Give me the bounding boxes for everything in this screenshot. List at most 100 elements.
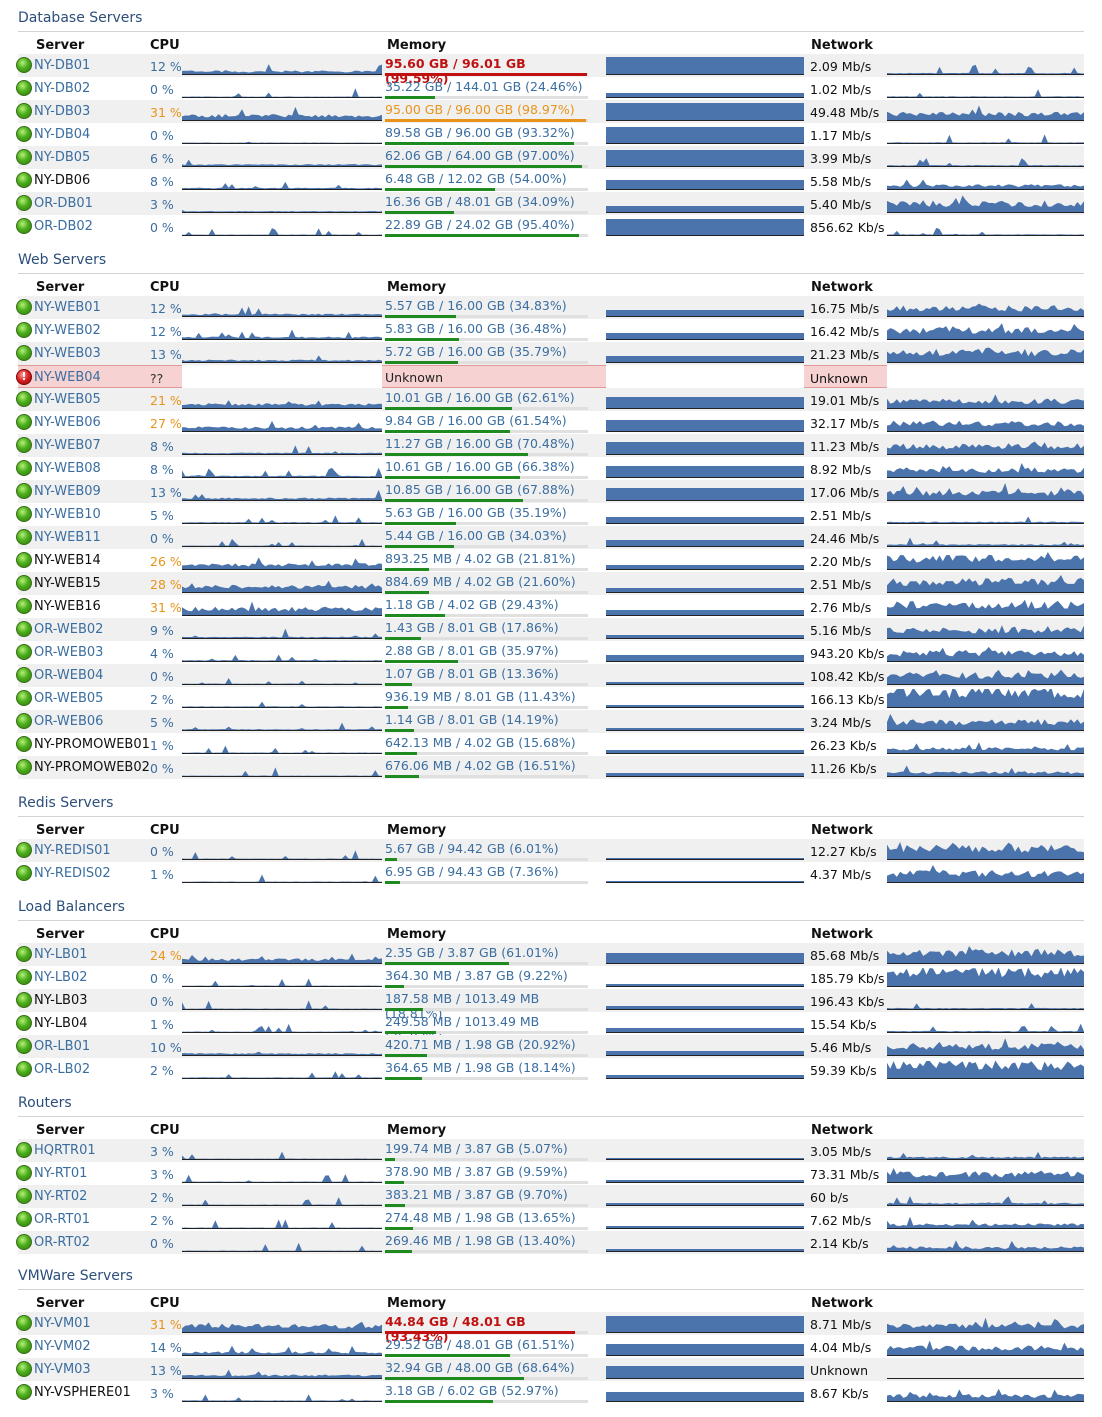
network-graph[interactable]	[887, 597, 1084, 616]
memory-graph[interactable]	[606, 969, 804, 987]
server-name-link[interactable]: NY-DB05	[34, 150, 91, 165]
memory-value-link[interactable]: 199.74 MB / 3.87 GB (5.07%)	[385, 1141, 568, 1156]
memory-graph[interactable]	[606, 506, 804, 524]
server-name-link[interactable]: OR-WEB05	[34, 691, 104, 706]
memory-graph[interactable]	[606, 1234, 804, 1252]
network-graph[interactable]	[887, 864, 1084, 883]
memory-value-link[interactable]: 5.44 GB / 16.00 GB (34.03%)	[385, 528, 567, 543]
memory-graph[interactable]	[606, 483, 804, 501]
server-name-link[interactable]: OR-WEB02	[34, 622, 104, 637]
header-server[interactable]: Server	[36, 927, 85, 942]
memory-value-link[interactable]: 364.30 MB / 3.87 GB (9.22%)	[385, 968, 568, 983]
network-graph[interactable]	[887, 1314, 1084, 1333]
network-graph[interactable]	[887, 551, 1084, 570]
network-graph[interactable]	[887, 148, 1084, 167]
header-memory[interactable]: Memory	[387, 1123, 447, 1138]
memory-value-link[interactable]: 5.72 GB / 16.00 GB (35.79%)	[385, 344, 567, 359]
server-name-link[interactable]: NY-WEB06	[34, 415, 101, 430]
server-name-link[interactable]: NY-VM01	[34, 1316, 91, 1331]
server-name-link[interactable]: NY-WEB08	[34, 461, 101, 476]
server-name-link[interactable]: OR-DB01	[34, 196, 93, 211]
network-graph[interactable]	[887, 482, 1084, 501]
server-name-link[interactable]: NY-WEB03	[34, 346, 101, 361]
memory-graph[interactable]	[606, 345, 804, 363]
memory-graph[interactable]	[606, 126, 804, 144]
memory-graph[interactable]	[606, 621, 804, 639]
memory-graph[interactable]	[606, 218, 804, 236]
server-name-link[interactable]: NY-LB01	[34, 947, 88, 962]
memory-value-link[interactable]: 3.18 GB / 6.02 GB (52.97%)	[385, 1383, 559, 1398]
server-name-link[interactable]: NY-WEB07	[34, 438, 101, 453]
network-graph[interactable]	[887, 344, 1084, 363]
server-name-link[interactable]: OR-LB01	[34, 1039, 91, 1054]
server-name-link[interactable]: OR-LB02	[34, 1062, 91, 1077]
header-network[interactable]: Network	[811, 1123, 873, 1138]
cpu-graph[interactable]	[182, 945, 382, 964]
memory-value-link[interactable]: 16.36 GB / 48.01 GB (34.09%)	[385, 194, 575, 209]
memory-value-link[interactable]: 6.48 GB / 12.02 GB (54.00%)	[385, 171, 567, 186]
server-name-link[interactable]: NY-WEB01	[34, 300, 101, 315]
cpu-graph[interactable]	[182, 597, 382, 616]
cpu-graph[interactable]	[182, 125, 382, 144]
cpu-graph[interactable]	[182, 321, 382, 340]
server-name-link[interactable]: HQRTR01	[34, 1143, 96, 1158]
memory-value-link[interactable]: 383.21 MB / 3.87 GB (9.70%)	[385, 1187, 568, 1202]
cpu-graph[interactable]	[182, 459, 382, 478]
cpu-graph[interactable]	[182, 689, 382, 708]
server-name-link[interactable]: NY-WEB02	[34, 323, 101, 338]
memory-value-link[interactable]: 936.19 MB / 8.01 GB (11.43%)	[385, 689, 576, 704]
memory-value-link[interactable]: 1.43 GB / 8.01 GB (17.86%)	[385, 620, 559, 635]
header-memory[interactable]: Memory	[387, 280, 447, 295]
memory-value-link[interactable]: 1.07 GB / 8.01 GB (13.36%)	[385, 666, 559, 681]
network-graph[interactable]	[887, 945, 1084, 964]
cpu-graph[interactable]	[182, 79, 382, 98]
memory-graph[interactable]	[606, 365, 804, 388]
network-graph[interactable]	[887, 1164, 1084, 1183]
memory-value-link[interactable]: 1.18 GB / 4.02 GB (29.43%)	[385, 597, 559, 612]
memory-value-link[interactable]: 6.95 GB / 94.43 GB (7.36%)	[385, 864, 559, 879]
memory-graph[interactable]	[606, 552, 804, 570]
header-server[interactable]: Server	[36, 823, 85, 838]
memory-value-link[interactable]: 62.06 GB / 64.00 GB (97.00%)	[385, 148, 575, 163]
network-graph[interactable]	[887, 1037, 1084, 1056]
memory-value-link[interactable]: 22.89 GB / 24.02 GB (95.40%)	[385, 217, 575, 232]
network-graph[interactable]	[887, 991, 1084, 1010]
header-memory[interactable]: Memory	[387, 927, 447, 942]
network-graph[interactable]	[887, 102, 1084, 121]
cpu-graph[interactable]	[182, 841, 382, 860]
memory-graph[interactable]	[606, 529, 804, 547]
memory-graph[interactable]	[606, 391, 804, 409]
server-name-link[interactable]: NY-WEB05	[34, 392, 101, 407]
cpu-graph[interactable]	[182, 1187, 382, 1206]
memory-graph[interactable]	[606, 1165, 804, 1183]
network-graph[interactable]	[887, 1014, 1084, 1033]
header-network[interactable]: Network	[811, 823, 873, 838]
memory-graph[interactable]	[606, 322, 804, 340]
memory-graph[interactable]	[606, 736, 804, 754]
memory-graph[interactable]	[606, 172, 804, 190]
memory-graph[interactable]	[606, 759, 804, 777]
header-memory[interactable]: Memory	[387, 38, 447, 53]
memory-graph[interactable]	[606, 1211, 804, 1229]
cpu-graph[interactable]	[182, 1164, 382, 1183]
cpu-graph[interactable]	[182, 217, 382, 236]
memory-value-link[interactable]: 2.35 GB / 3.87 GB (61.01%)	[385, 945, 559, 960]
network-graph[interactable]	[887, 79, 1084, 98]
cpu-graph[interactable]	[182, 712, 382, 731]
cpu-graph[interactable]	[182, 643, 382, 662]
memory-value-link[interactable]: 10.85 GB / 16.00 GB (67.88%)	[385, 482, 575, 497]
server-name-link[interactable]: NY-VM02	[34, 1339, 91, 1354]
server-name-link[interactable]: NY-VM03	[34, 1362, 91, 1377]
cpu-graph[interactable]	[182, 390, 382, 409]
memory-graph[interactable]	[606, 713, 804, 731]
network-graph[interactable]	[887, 968, 1084, 987]
cpu-graph[interactable]	[182, 171, 382, 190]
cpu-graph[interactable]	[182, 1337, 382, 1356]
memory-graph[interactable]	[606, 299, 804, 317]
cpu-graph[interactable]	[182, 1210, 382, 1229]
network-graph[interactable]	[887, 666, 1084, 685]
cpu-graph[interactable]	[182, 758, 382, 777]
memory-value-link[interactable]: 364.65 MB / 1.98 GB (18.14%)	[385, 1060, 576, 1075]
cpu-graph[interactable]	[182, 1314, 382, 1333]
memory-graph[interactable]	[606, 575, 804, 593]
